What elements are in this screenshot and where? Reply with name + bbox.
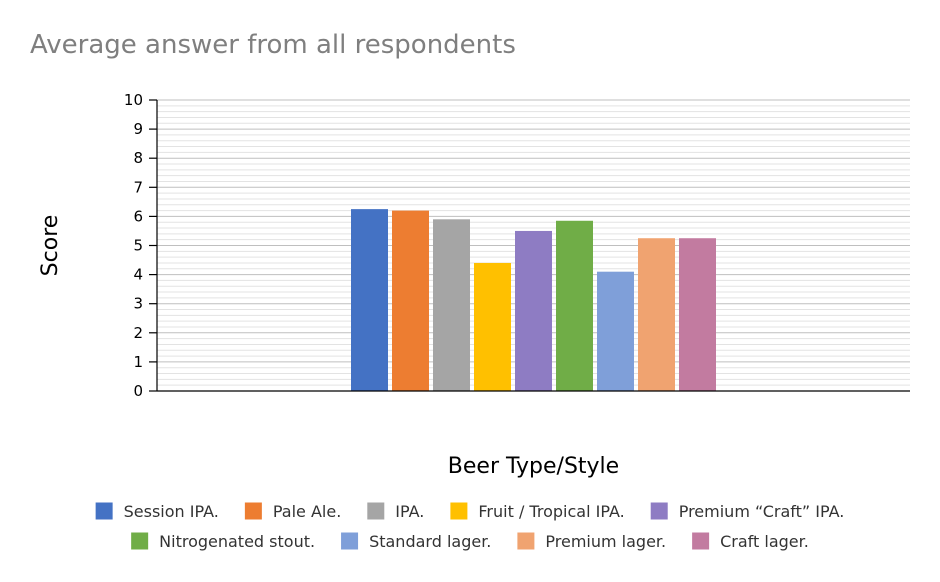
y-tick-label: 4 xyxy=(133,266,143,284)
legend-label: Premium “Craft” IPA. xyxy=(679,502,845,521)
legend: Session IPA. Pale Ale. IPA. Fruit / Tropica… xyxy=(95,502,845,551)
y-tick-label: 8 xyxy=(133,149,143,167)
legend-swatch xyxy=(650,502,668,520)
bar-8 xyxy=(638,238,675,391)
legend-swatch xyxy=(517,532,535,550)
legend-label: Pale Ale. xyxy=(273,502,341,521)
y-tick-label: 0 xyxy=(133,382,143,400)
legend-label: Fruit / Tropical IPA. xyxy=(478,502,624,521)
legend-label: Standard lager. xyxy=(369,532,491,551)
legend-label: Nitrogenated stout. xyxy=(159,532,315,551)
bar-1 xyxy=(351,209,388,391)
bar-7 xyxy=(597,271,634,391)
x-axis-title: Beer Type/Style xyxy=(448,454,619,479)
legend-swatch xyxy=(450,502,468,520)
y-tick-labels: 0 1 2 3 4 5 6 7 8 9 10 xyxy=(124,91,143,400)
bar-4 xyxy=(474,262,511,391)
y-axis-title: Score xyxy=(38,215,63,277)
y-tick-label: 3 xyxy=(133,295,143,313)
legend-label: Session IPA. xyxy=(124,502,219,521)
chart-title: Average answer from all respondents xyxy=(30,30,516,60)
bar-6 xyxy=(556,220,593,391)
legend-swatch xyxy=(367,502,385,520)
legend-swatch xyxy=(131,532,149,550)
y-tick-label: 2 xyxy=(133,324,143,342)
legend-label: IPA. xyxy=(395,502,424,521)
bar-2 xyxy=(392,210,429,391)
legend-swatch xyxy=(95,502,113,520)
legend-swatch xyxy=(341,532,359,550)
bar-3 xyxy=(433,219,470,391)
legend-swatch xyxy=(244,502,262,520)
y-tick-label: 7 xyxy=(133,178,143,196)
y-tick-label: 5 xyxy=(133,237,143,255)
legend-label: Craft lager. xyxy=(720,532,809,551)
legend-label: Premium lager. xyxy=(545,532,666,551)
bars xyxy=(351,209,716,391)
axes xyxy=(149,99,910,392)
bar-5 xyxy=(515,230,552,391)
legend-swatch xyxy=(692,532,710,550)
y-tick-label: 6 xyxy=(133,207,143,225)
y-tick-label: 9 xyxy=(133,120,143,138)
y-tick-label: 10 xyxy=(124,91,143,109)
y-tick-label: 1 xyxy=(133,353,143,371)
bar-9 xyxy=(679,238,716,391)
